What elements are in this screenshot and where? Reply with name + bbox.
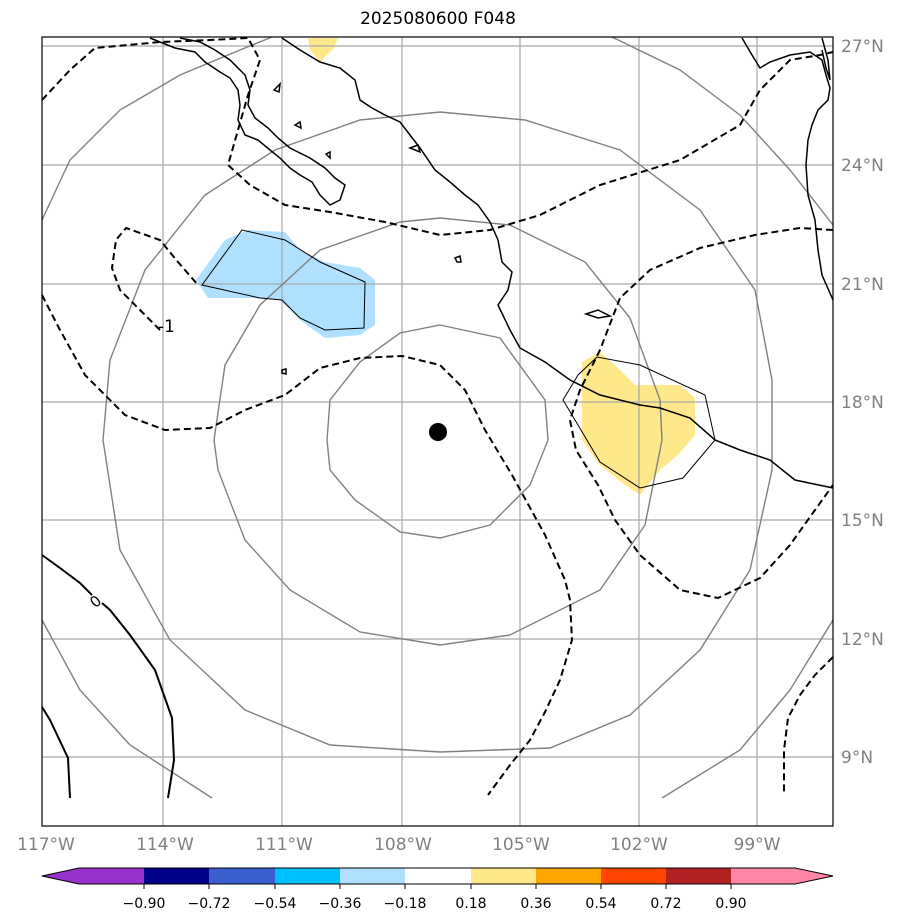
lat-label-18n: 18°N (841, 393, 884, 413)
dashed-contours (41, 36, 834, 796)
range-ring-4-ne (611, 36, 834, 226)
graticule (42, 37, 833, 826)
colorbar-outline (41, 867, 834, 885)
range-ring-1 (326, 324, 549, 539)
thin-contours (201, 229, 716, 489)
colorbar-cell (731, 868, 795, 884)
colorbar-extend-high (795, 868, 833, 884)
colorbar-cell (536, 868, 601, 884)
range-ring-4-sw (41, 619, 213, 799)
colorbar-tick-label: −0.90 (123, 896, 166, 912)
range-ring-4-se (661, 619, 834, 799)
range-ring-2 (213, 217, 663, 646)
lon-label-105w: 105°W (492, 835, 550, 855)
colorbar-cells (42, 868, 833, 884)
latitude-labels: 27°N 24°N 21°N 18°N 15°N 12°N 9°N (841, 37, 884, 768)
colorbar-tick-label: 0.72 (650, 896, 681, 912)
lat-label-21n: 21°N (841, 275, 884, 295)
colorbar-tick-label: −0.36 (319, 896, 362, 912)
colorbar-tick-label: −0.72 (188, 896, 231, 912)
lat-label-9n: 9°N (841, 748, 873, 768)
lon-label-117w: 117°W (17, 835, 75, 855)
colorbar-ticks: −0.90 −0.72 −0.54 −0.36 −0.18 0.18 0.36 … (123, 896, 747, 912)
colorbar: −0.90 −0.72 −0.54 −0.36 −0.18 0.18 0.36 … (41, 867, 834, 912)
map-title: 2025080600 F048 (360, 9, 516, 29)
coastlines (149, 37, 834, 489)
colorbar-cell (209, 868, 275, 884)
zero-contours (41, 554, 176, 799)
colorbar-cell (79, 868, 144, 884)
lon-label-114w: 114°W (136, 835, 194, 855)
colorbar-tick-label: −0.54 (254, 896, 297, 912)
lon-label-102w: 102°W (610, 835, 668, 855)
lon-label-108w: 108°W (374, 835, 432, 855)
lat-label-15n: 15°N (841, 511, 884, 531)
colorbar-tick-label: 0.18 (455, 896, 486, 912)
lon-label-99w: 99°W (734, 835, 781, 855)
map-panel: -1 0 (41, 36, 834, 827)
colorbar-cell (405, 868, 471, 884)
colorbar-cell (144, 868, 209, 884)
lat-label-24n: 24°N (841, 156, 884, 176)
colorbar-cell (601, 868, 666, 884)
positive-anomaly-fill-north (308, 38, 338, 62)
colorbar-extend-low (42, 868, 79, 884)
colorbar-cell (340, 868, 405, 884)
lon-label-111w: 111°W (255, 835, 313, 855)
contour-positive-region (562, 356, 716, 489)
colorbar-cell (666, 868, 731, 884)
contour-label-minus-one: -1 (158, 317, 175, 337)
colorbar-tick-marks (143, 884, 732, 889)
colorbar-tick-label: 0.36 (520, 896, 551, 912)
lat-label-27n: 27°N (841, 37, 884, 57)
colorbar-tick-label: 0.54 (585, 896, 616, 912)
colorbar-tick-label: 0.90 (715, 896, 746, 912)
lat-label-12n: 12°N (841, 630, 884, 650)
colorbar-cell (471, 868, 536, 884)
colorbar-tick-label: −0.18 (384, 896, 427, 912)
storm-center-marker (429, 423, 447, 441)
longitude-labels: 117°W 114°W 111°W 108°W 105°W 102°W 99°W (17, 835, 781, 855)
map-frame (41, 36, 834, 827)
contour-negative-region (201, 229, 366, 331)
range-ring-4 (41, 36, 273, 221)
colorbar-cell (275, 868, 340, 884)
